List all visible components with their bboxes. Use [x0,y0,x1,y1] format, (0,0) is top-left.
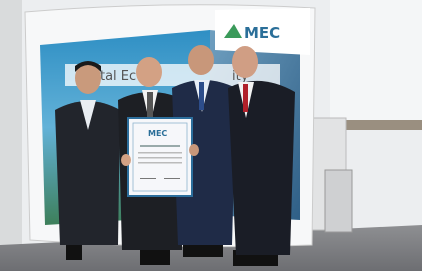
certificate: MEC [128,118,192,196]
box [325,170,352,232]
shape [136,57,162,87]
photo: MEC etal Ec ity MEC [0,0,422,271]
shape [138,162,182,164]
shape [138,152,182,154]
shape [140,178,156,179]
hand [189,144,199,156]
banner-logo: MEC [244,24,280,42]
shape [228,81,295,255]
left-wall [0,0,22,250]
hand [121,154,131,166]
page: html, body { margin: 0; padding: 0; widt… [0,0,422,271]
shelf [345,120,422,130]
window-light [330,0,422,120]
shape [138,157,182,159]
shape [199,82,204,110]
shape [164,178,180,179]
shape [243,84,248,112]
shape [232,46,258,78]
body: {"banner": {"logo": "MEC", "headline_lef… [0,0,422,271]
certificate-logo: MEC [148,129,167,138]
shape [188,45,214,75]
shape [147,92,153,118]
shape [140,145,180,147]
